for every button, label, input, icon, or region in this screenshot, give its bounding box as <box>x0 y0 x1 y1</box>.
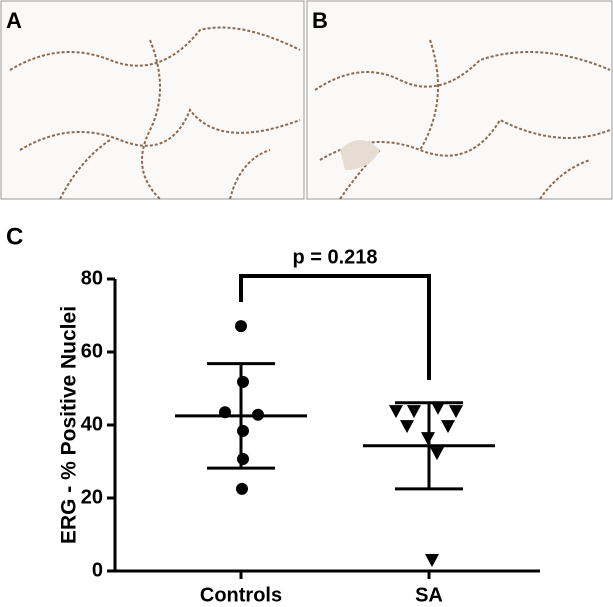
y-tick-label: 40 <box>81 413 103 435</box>
point <box>421 432 435 446</box>
y-axis-label: ERG - % Positive Nuclei <box>58 306 81 544</box>
point <box>252 408 264 421</box>
point <box>237 375 249 388</box>
point <box>219 406 231 419</box>
point <box>237 424 249 437</box>
tissue <box>314 39 611 200</box>
x-tick-label: Controls <box>200 584 282 606</box>
point <box>425 554 439 568</box>
panel-label: C <box>6 223 23 250</box>
x-tick-label: SA <box>415 584 443 606</box>
tissue-patch <box>340 140 380 170</box>
point <box>237 452 249 465</box>
micrograph-b: B <box>306 0 613 200</box>
point <box>449 405 463 419</box>
y-tick-label: 0 <box>92 559 103 581</box>
point <box>235 320 247 333</box>
tissue <box>9 26 301 200</box>
point <box>407 405 421 419</box>
point <box>400 420 414 434</box>
point <box>431 401 445 415</box>
image-frame <box>0 0 305 200</box>
panel-label: B <box>312 8 328 33</box>
point <box>236 482 248 495</box>
y-tick-label: 80 <box>81 267 103 289</box>
y-tick-label: 20 <box>81 486 103 508</box>
significance-bracket <box>239 274 431 380</box>
point <box>441 420 455 434</box>
micrograph-a: A <box>0 0 305 200</box>
point <box>389 405 403 419</box>
annotation: p = 0.218 <box>292 246 377 268</box>
panel-label: A <box>6 8 22 33</box>
point <box>430 447 444 461</box>
y-tick-label: 60 <box>81 340 103 362</box>
